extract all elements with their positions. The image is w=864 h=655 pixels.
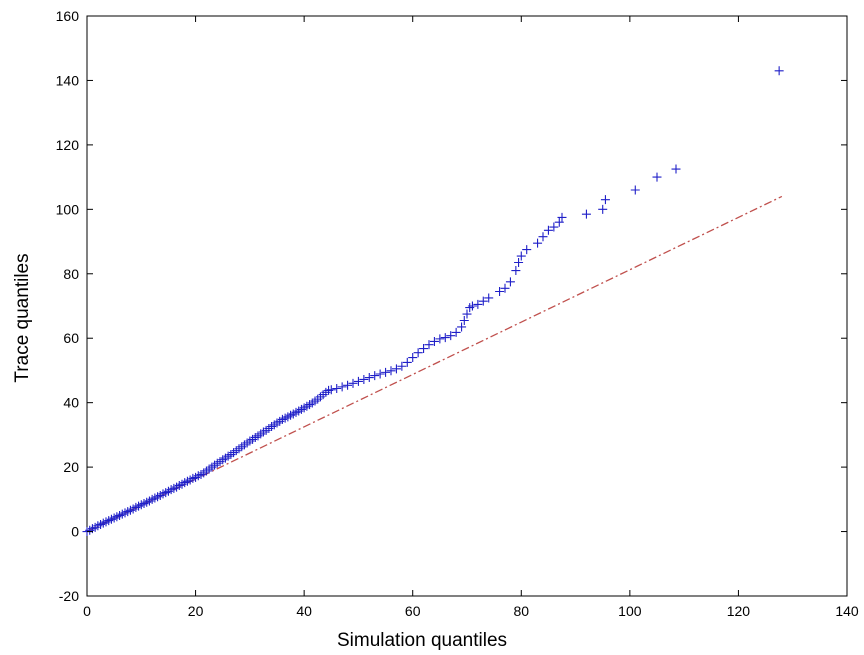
data-point [459,316,469,325]
data-point [774,66,784,76]
y-tick-label: 100 [56,201,80,217]
y-tick-label: 60 [63,330,79,346]
data-point [446,331,456,341]
y-tick-label: 160 [56,8,80,24]
reference-line [86,195,783,533]
data-point [554,217,564,227]
x-tick-label: 0 [83,603,91,619]
data-point [332,383,342,393]
data-point [543,225,553,235]
data-point [549,222,559,232]
data-point [451,327,461,337]
data-point [522,245,532,255]
y-tick-label: 0 [71,524,79,540]
data-point [514,258,524,267]
x-tick-label: 20 [188,603,204,619]
data-point [402,357,412,367]
y-tick-label: 20 [63,459,79,475]
data-point [630,185,640,195]
x-axis-label: Simulation quantiles [337,630,507,651]
data-point [408,353,418,363]
data-point [353,376,363,386]
x-tick-label: 120 [727,603,751,619]
data-point [359,374,369,384]
data-point [473,299,483,309]
data-point [533,238,543,248]
data-point [484,293,494,303]
data-point [386,366,396,376]
y-tick-label: 80 [63,266,79,282]
data-point [429,336,439,346]
data-point [511,266,521,276]
data-point [435,334,445,344]
data-point [516,251,526,261]
data-point [652,172,662,182]
data-point [467,301,477,311]
data-point [391,364,401,374]
y-tick-label: 120 [56,137,80,153]
data-points [82,66,784,537]
x-tick-label: 80 [513,603,529,619]
data-point [462,309,472,319]
data-point [375,369,385,379]
x-tick-label: 60 [405,603,421,619]
y-tick-label: -20 [59,588,79,604]
data-point [343,380,353,390]
x-tick-label: 100 [618,603,642,619]
data-point [500,283,510,293]
x-tick-label: 140 [835,603,859,619]
data-point [478,296,488,306]
y-tick-label: 40 [63,395,79,411]
data-point [424,340,434,350]
data-point [419,344,429,354]
data-point [505,277,515,287]
data-point [370,371,380,381]
data-point [671,164,681,174]
data-point [337,382,347,392]
data-point [598,204,608,214]
data-point [495,287,505,296]
data-point [397,361,407,371]
data-point [440,333,450,343]
data-point [557,212,567,222]
data-point [581,209,591,219]
data-point [413,348,423,358]
data-point [457,322,467,332]
data-point [348,378,358,388]
data-point [364,373,374,383]
data-point [326,385,336,395]
data-point [381,367,391,377]
x-tick-label: 40 [296,603,312,619]
y-tick-label: 140 [56,72,80,88]
data-point [600,195,610,205]
data-point [538,232,548,242]
y-axis-label: Trace quantiles [12,253,33,382]
plot-area [86,15,848,597]
y-axis-ticks: -20 0 20 40 60 80 100 120 140 160 [56,8,847,604]
x-axis-ticks: 0 20 40 60 80 100 120 140 [83,16,859,619]
